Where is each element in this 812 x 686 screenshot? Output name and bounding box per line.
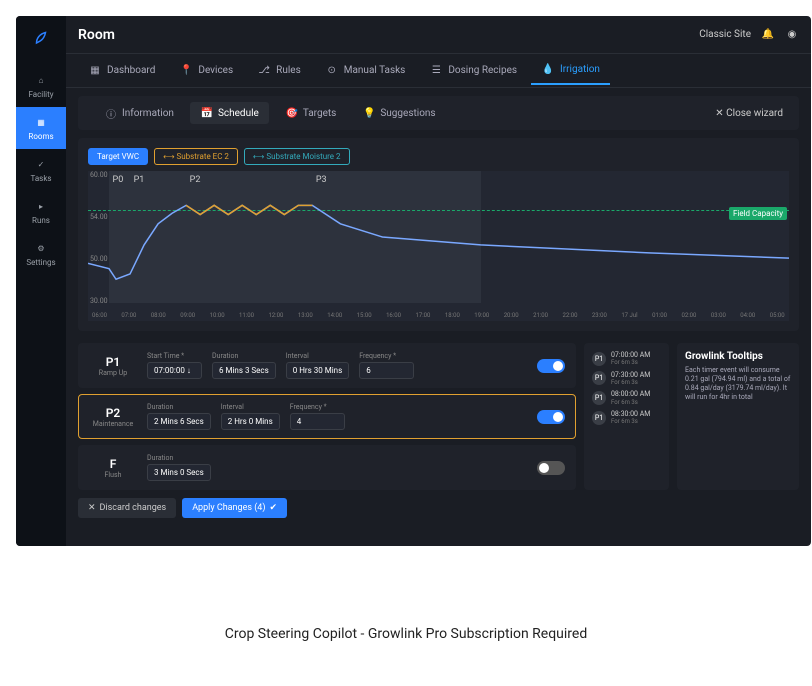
tab-irrigation[interactable]: 💧Irrigation — [531, 57, 610, 85]
tooltip-body: Each timer event will consume 0.21 gal (… — [685, 366, 791, 402]
phase-field: Interval0 Hrs 30 Mins — [286, 352, 349, 379]
tab-manual-tasks[interactable]: ⊙Manual Tasks — [315, 58, 416, 84]
main: Room Classic Site 🔔 ◉ ▦Dashboard📍Devices… — [66, 16, 811, 546]
x-axis: 06:0007:0008:0009:0010:0011:0012:0013:00… — [88, 312, 789, 319]
event-timeline: P107:00:00 AMFor 6m 3s P107:30:00 AMFor 6… — [584, 343, 669, 490]
grid-icon: ▦ — [88, 64, 102, 78]
phase-field: Frequency *4 — [290, 403, 345, 430]
bulb-icon: 💡 — [362, 106, 376, 120]
apply-button[interactable]: Apply Changes (4)✔ — [182, 498, 287, 518]
main-tabs: ▦Dashboard📍Devices⎇Rules⊙Manual Tasks☰Do… — [66, 54, 811, 88]
page-title: Room — [78, 27, 115, 43]
tooltip-title: Growlink Tooltips — [685, 351, 791, 362]
tab-rules[interactable]: ⎇Rules — [247, 58, 311, 84]
phase-input[interactable]: 6 Mins 3 Secs — [212, 362, 276, 379]
sidebar-item-rooms[interactable]: ▦Rooms — [16, 107, 66, 149]
phase-editor: P1Ramp UpStart Time *07:00:00 ↓Duration6… — [78, 343, 799, 490]
subtab-suggestions[interactable]: 💡Suggestions — [352, 102, 445, 124]
legend-pill[interactable]: Target VWC — [88, 148, 148, 165]
phase-input[interactable]: 6 — [359, 362, 414, 379]
chart-panel: Target VWC ⟷ Substrate EC 2 ⟷ Substrate Mo… — [78, 138, 799, 331]
phase-field: Interval2 Hrs 0 Mins — [221, 403, 280, 430]
phase-field: Duration3 Mins 0 Secs — [147, 454, 211, 481]
sidebar-item-facility[interactable]: ⌂Facility — [16, 65, 66, 107]
close-wizard-button[interactable]: ✕ Close wizard — [715, 108, 783, 119]
grid-icon: ▦ — [34, 116, 48, 130]
figure-caption: Crop Steering Copilot - Growlink Pro Sub… — [0, 626, 812, 642]
timeline-event: P107:30:00 AMFor 6m 3s — [592, 371, 661, 387]
phase-field: Start Time *07:00:00 ↓ — [147, 352, 202, 379]
bell-icon[interactable]: 🔔 — [761, 28, 775, 42]
subtab-schedule[interactable]: 📅Schedule — [190, 102, 269, 124]
phase-input[interactable]: 3 Mins 0 Secs — [147, 464, 211, 481]
legend-pill[interactable]: ⟷ Substrate EC 2 — [154, 148, 238, 165]
pin-icon: 📍 — [179, 64, 193, 78]
target-icon: 🎯 — [285, 106, 299, 120]
phase-input[interactable]: 0 Hrs 30 Mins — [286, 362, 349, 379]
chart-legend-pills: Target VWC ⟷ Substrate EC 2 ⟷ Substrate Mo… — [88, 148, 789, 165]
phase-row-f[interactable]: FFlushDuration3 Mins 0 Secs — [78, 445, 576, 490]
sidebar-item-settings[interactable]: ⚙Settings — [16, 233, 66, 275]
play-icon: ⊙ — [325, 64, 339, 78]
phase-toggle[interactable] — [537, 410, 565, 424]
tab-dosing-recipes[interactable]: ☰Dosing Recipes — [419, 58, 527, 84]
phase-field: Duration6 Mins 3 Secs — [212, 352, 276, 379]
phase-row-p1[interactable]: P1Ramp UpStart Time *07:00:00 ↓Duration6… — [78, 343, 576, 388]
subtab-information[interactable]: ⓘInformation — [94, 102, 184, 124]
classic-site-link[interactable]: Classic Site — [699, 29, 751, 40]
play-icon: ▸ — [34, 200, 48, 214]
check-icon: ✓ — [34, 158, 48, 172]
phase-toggle[interactable] — [537, 359, 565, 373]
phase-input[interactable]: 2 Mins 6 Secs — [147, 413, 211, 430]
drop-icon: 💧 — [541, 63, 555, 77]
topbar: Room Classic Site 🔔 ◉ — [66, 16, 811, 54]
sub-tabs: ⓘInformation 📅Schedule 🎯Targets💡Suggestion… — [78, 96, 799, 130]
phase-toggle[interactable] — [537, 461, 565, 475]
flow-icon: ⎇ — [257, 64, 271, 78]
phase-field: Duration2 Mins 6 Secs — [147, 403, 211, 430]
list-icon: ☰ — [429, 64, 443, 78]
vwc-chart: P0P1P2P3Field Capacity60.0054.0050.0030.… — [88, 171, 789, 321]
phase-input[interactable]: 07:00:00 ↓ — [147, 362, 202, 379]
tooltip-card: Growlink Tooltips Each timer event will … — [677, 343, 799, 490]
info-icon: ⓘ — [104, 106, 118, 120]
subtab-targets[interactable]: 🎯Targets — [275, 102, 347, 124]
phase-field: Frequency *6 — [359, 352, 414, 379]
footer-actions: ✕Discard changes Apply Changes (4)✔ — [78, 498, 799, 518]
phase-input[interactable]: 4 — [290, 413, 345, 430]
app-window: ⌂Facility▦Rooms✓Tasks▸Runs⚙Settings Room… — [16, 16, 811, 546]
home-icon: ⌂ — [34, 74, 48, 88]
tab-devices[interactable]: 📍Devices — [169, 58, 243, 84]
sidebar-item-runs[interactable]: ▸Runs — [16, 191, 66, 233]
timeline-event: P107:00:00 AMFor 6m 3s — [592, 351, 661, 367]
timeline-event: P108:30:00 AMFor 6m 3s — [592, 410, 661, 426]
logo-leaf-icon — [32, 28, 50, 49]
sidebar: ⌂Facility▦Rooms✓Tasks▸Runs⚙Settings — [16, 16, 66, 546]
gear-icon: ⚙ — [34, 242, 48, 256]
timeline-event: P108:00:00 AMFor 6m 3s — [592, 390, 661, 406]
avatar-icon[interactable]: ◉ — [785, 28, 799, 42]
sidebar-item-tasks[interactable]: ✓Tasks — [16, 149, 66, 191]
cal-icon: 📅 — [200, 106, 214, 120]
discard-button[interactable]: ✕Discard changes — [78, 498, 176, 518]
tab-dashboard[interactable]: ▦Dashboard — [78, 58, 165, 84]
legend-pill[interactable]: ⟷ Substrate Moisture 2 — [244, 148, 350, 165]
phase-input[interactable]: 2 Hrs 0 Mins — [221, 413, 280, 430]
phase-row-p2[interactable]: P2MaintenanceDuration2 Mins 6 SecsInterv… — [78, 394, 576, 439]
